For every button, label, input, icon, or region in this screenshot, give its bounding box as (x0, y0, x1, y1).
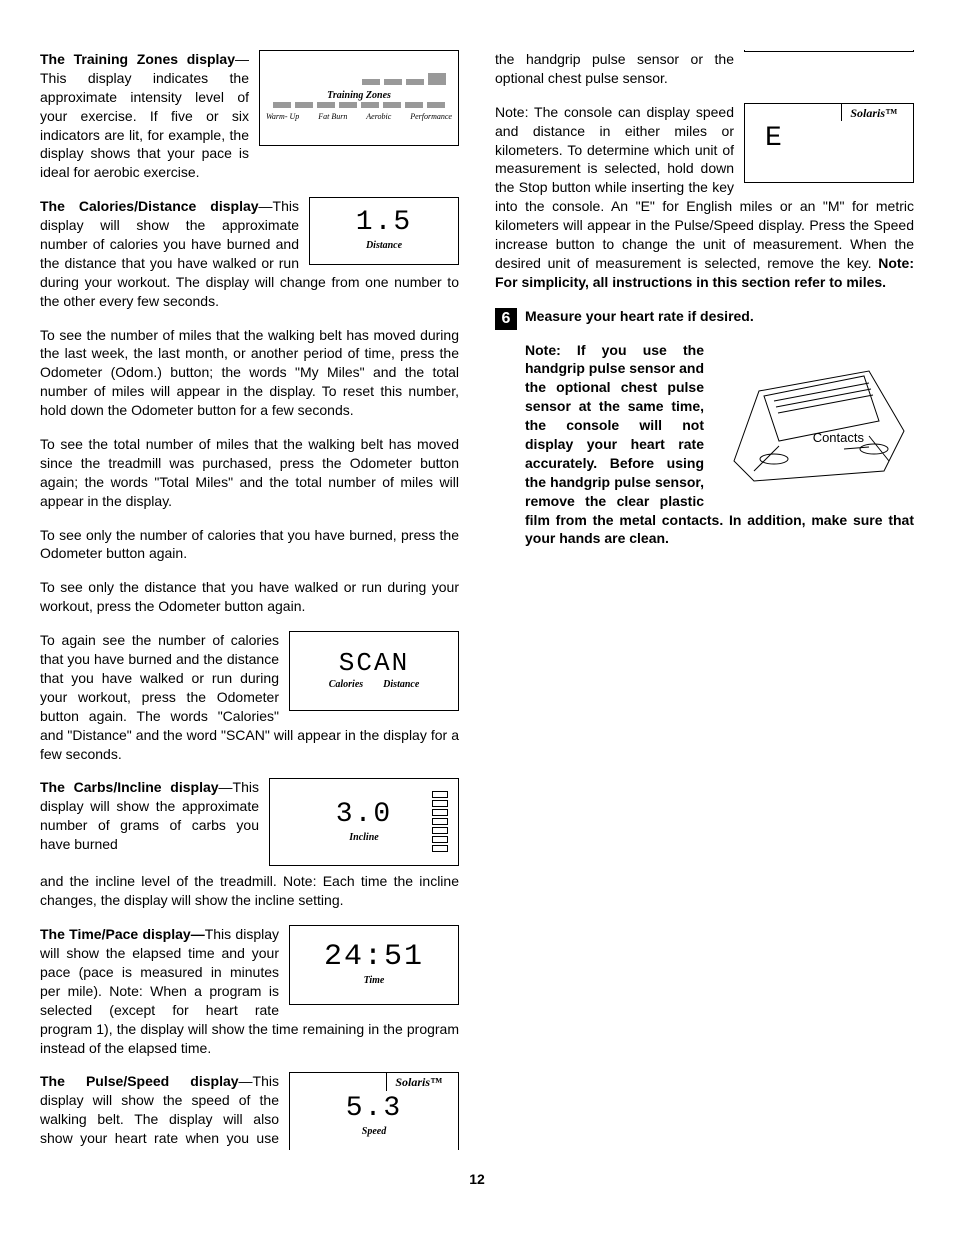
paragraph: To see the total number of miles that th… (40, 435, 459, 511)
console-diagram-icon (714, 341, 914, 491)
contacts-figure: Contacts (714, 341, 914, 491)
distance-figure: 1.5 Distance (309, 197, 459, 265)
tz-label: Fat Burn (318, 112, 347, 123)
tz-label: Warm- Up (266, 112, 299, 123)
section-title: The Calories/Distance display (40, 198, 259, 214)
brand-label: Solaris™ (841, 103, 905, 121)
seg-value: 1.5 (356, 209, 412, 237)
seg-value: 5.3 (346, 1095, 402, 1123)
tz-label: Aerobic (366, 112, 391, 123)
seg-label: Time (364, 974, 385, 988)
body: —This display indicates the approximate … (40, 51, 249, 180)
section-title: The Pulse/Speed display (40, 1073, 239, 1089)
paragraph: To see only the number of calories that … (40, 526, 459, 564)
section-title: The Time/Pace display— (40, 926, 205, 942)
scan-figure: SCAN Calories Distance (289, 631, 459, 711)
brand-label: Solaris™ (386, 1072, 450, 1090)
step-number-badge: 6 (495, 308, 517, 330)
training-zones-title: Training Zones (327, 89, 391, 103)
incline-bars-icon (432, 791, 448, 852)
seg-value: 24:51 (324, 942, 424, 972)
seg-label: Speed (362, 1125, 386, 1139)
step-title: Measure your heart rate if desired. (525, 307, 914, 326)
incline-figure: 3.0 Incline (269, 778, 459, 866)
units-figure: Solaris™ E (744, 103, 914, 183)
seg-label: Calories (329, 678, 363, 692)
paragraph: To see only the distance that you have w… (40, 578, 459, 616)
tz-label: Performance (410, 112, 452, 123)
seg-label: Distance (366, 239, 402, 253)
time-figure: 24:51 Time (289, 925, 459, 1005)
seg-label: Incline (349, 831, 378, 845)
seg-value: E (765, 125, 784, 153)
seg-value: SCAN (339, 650, 409, 676)
page-number: 12 (40, 1170, 914, 1189)
seg-value: 3.0 (336, 801, 392, 829)
seg-label: Distance (383, 678, 419, 692)
section-title: The Carbs/Incline display (40, 779, 219, 795)
section-title: The Training Zones display (40, 51, 235, 67)
contacts-label: Contacts (813, 429, 864, 447)
paragraph: and the incline level of the treadmill. … (40, 872, 459, 910)
paragraph: To see the number of miles that the walk… (40, 326, 459, 420)
training-zones-figure: Training Zones Warm- Up Fat Burn Aerobic… (259, 50, 459, 146)
